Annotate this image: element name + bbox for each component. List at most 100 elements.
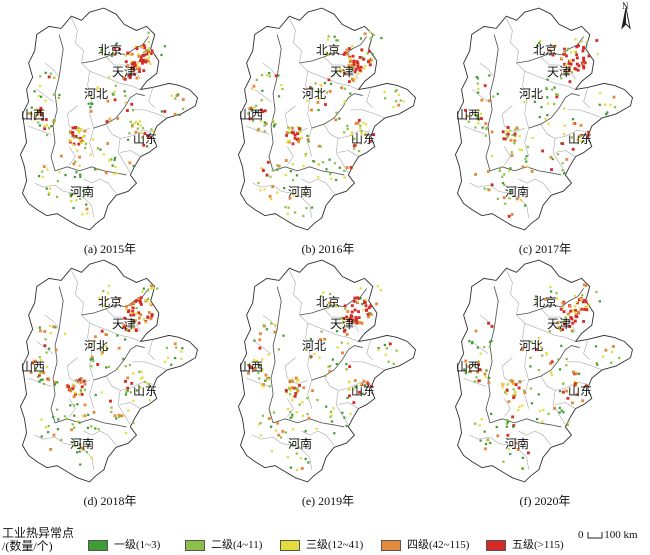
hotspot-marker bbox=[78, 443, 82, 446]
city-boundary bbox=[518, 178, 552, 194]
hotspot-marker bbox=[355, 60, 359, 64]
hotspot-marker bbox=[68, 130, 72, 134]
hotspot-marker bbox=[575, 300, 578, 304]
hotspot-marker bbox=[574, 305, 577, 308]
hotspot-marker bbox=[513, 139, 517, 143]
hotspot-marker bbox=[90, 457, 94, 460]
place-label-hebei: 河北 bbox=[519, 339, 544, 353]
hotspot-marker bbox=[366, 312, 370, 316]
hotspot-marker bbox=[346, 124, 349, 128]
hotspot-marker bbox=[53, 76, 57, 79]
hotspot-marker bbox=[526, 145, 530, 149]
hotspot-marker bbox=[298, 137, 302, 140]
hotspot-marker bbox=[347, 64, 351, 68]
region-map bbox=[237, 7, 417, 231]
hotspot-marker bbox=[336, 346, 339, 349]
hotspot-marker bbox=[368, 63, 372, 67]
hotspot-marker bbox=[502, 196, 506, 200]
hotspot-marker bbox=[132, 421, 135, 425]
hotspot-marker bbox=[354, 68, 358, 72]
hotspot-marker bbox=[479, 117, 483, 120]
hotspot-marker bbox=[139, 377, 143, 380]
hotspot-marker bbox=[356, 66, 360, 70]
hotspot-marker bbox=[104, 333, 108, 336]
hotspot-marker bbox=[64, 173, 67, 177]
hotspot-marker bbox=[480, 418, 483, 421]
hotspot-marker bbox=[402, 100, 405, 103]
hotspot-marker bbox=[353, 296, 357, 300]
province-boundary bbox=[311, 345, 363, 381]
hotspot-marker bbox=[395, 349, 398, 352]
hotspot-marker bbox=[89, 110, 93, 113]
hotspot-marker bbox=[562, 52, 566, 56]
hotspot-marker bbox=[537, 368, 541, 372]
hotspot-marker bbox=[261, 369, 264, 372]
hotspot-marker bbox=[549, 155, 553, 159]
hotspot-marker bbox=[52, 415, 55, 419]
hotspot-marker bbox=[584, 384, 588, 388]
hotspot-marker bbox=[579, 123, 583, 127]
province-boundary bbox=[299, 36, 367, 64]
hotspot-marker bbox=[352, 388, 355, 391]
hotspot-marker bbox=[372, 33, 375, 37]
hotspot-marker bbox=[44, 118, 48, 121]
hotspot-marker bbox=[246, 363, 250, 366]
hotspot-marker bbox=[583, 61, 587, 65]
hotspot-marker bbox=[365, 308, 369, 312]
hotspot-marker bbox=[48, 347, 51, 350]
place-label-shanxi: 山西 bbox=[456, 108, 481, 122]
hotspot-marker bbox=[130, 124, 134, 128]
city-boundary bbox=[555, 150, 576, 157]
hotspot-marker bbox=[145, 57, 148, 60]
hotspot-marker bbox=[80, 378, 83, 381]
hotspot-marker bbox=[562, 133, 566, 136]
hotspot-marker bbox=[316, 100, 320, 104]
hotspot-marker bbox=[73, 175, 77, 179]
hotspot-marker bbox=[563, 51, 566, 54]
hotspot-marker bbox=[95, 168, 99, 171]
hotspot-marker bbox=[271, 185, 275, 189]
hotspot-marker bbox=[295, 468, 298, 472]
hotspot-marker bbox=[376, 285, 379, 288]
hotspot-marker bbox=[477, 360, 480, 363]
hotspot-marker bbox=[503, 391, 507, 394]
hotspot-marker bbox=[476, 77, 479, 80]
hotspot-marker bbox=[341, 351, 344, 355]
hotspot-marker bbox=[511, 415, 515, 419]
hotspot-marker bbox=[255, 359, 259, 363]
hotspot-marker bbox=[75, 171, 78, 174]
hotspot-marker bbox=[73, 391, 77, 394]
hotspot-marker bbox=[82, 140, 85, 143]
hotspot-marker bbox=[130, 319, 134, 322]
hotspot-marker bbox=[533, 100, 537, 103]
hotspot-marker bbox=[68, 138, 71, 142]
hotspot-marker bbox=[341, 411, 344, 414]
hotspot-marker bbox=[316, 398, 319, 402]
hotspot-marker bbox=[364, 132, 367, 135]
city-boundary bbox=[132, 109, 168, 119]
hotspot-marker bbox=[490, 339, 493, 342]
hotspot-marker bbox=[41, 117, 44, 121]
hotspot-marker bbox=[580, 307, 583, 311]
hotspot-marker bbox=[166, 356, 170, 359]
hotspot-marker bbox=[87, 413, 90, 416]
hotspot-marker bbox=[368, 139, 372, 143]
province-boundary bbox=[81, 36, 149, 64]
hotspot-marker bbox=[147, 40, 150, 43]
hotspot-marker bbox=[312, 159, 315, 163]
hotspot-marker bbox=[503, 173, 506, 176]
hotspot-marker bbox=[364, 298, 368, 302]
hotspot-marker bbox=[362, 379, 366, 383]
hotspot-marker bbox=[122, 325, 126, 329]
city-boundary bbox=[252, 434, 282, 444]
hotspot-marker bbox=[501, 175, 504, 178]
hotspot-marker bbox=[170, 94, 173, 97]
panel-caption: (c) 2017年 bbox=[518, 242, 572, 256]
hotspot-marker bbox=[290, 378, 294, 381]
hotspot-marker bbox=[291, 379, 295, 383]
hotspot-marker bbox=[348, 70, 351, 74]
hotspot-marker bbox=[348, 380, 351, 383]
hotspot-marker bbox=[252, 84, 256, 88]
hotspot-marker bbox=[560, 344, 563, 347]
hotspot-marker bbox=[137, 316, 141, 320]
